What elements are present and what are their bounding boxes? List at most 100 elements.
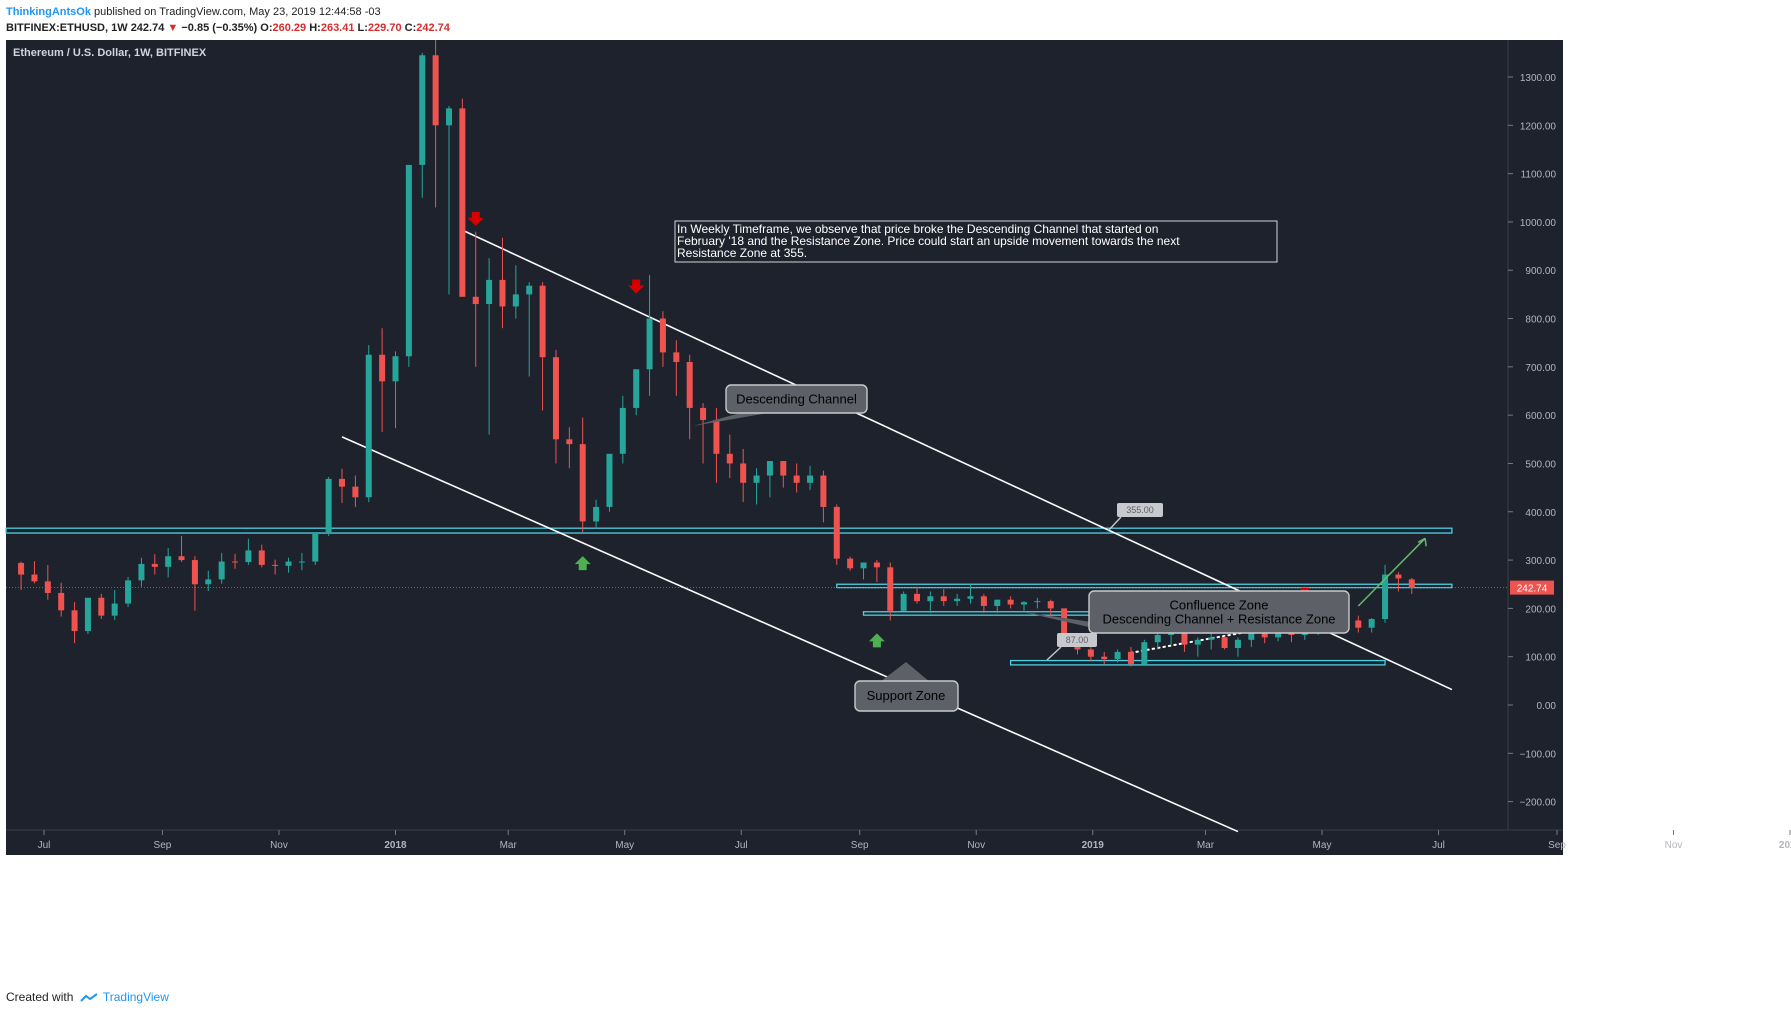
symbol-line: BITFINEX:ETHUSD, 1W 242.74 ▼ −0.85 (−0.3… bbox=[6, 22, 450, 34]
red-down-arrow-icon bbox=[467, 211, 484, 226]
candle-body bbox=[392, 356, 399, 382]
candle-body bbox=[165, 556, 172, 567]
candle-body bbox=[44, 581, 51, 593]
y-tick-label: 600.00 bbox=[1525, 411, 1556, 422]
y-tick-label: −100.00 bbox=[1520, 749, 1557, 760]
candle-body bbox=[914, 593, 921, 602]
candle-body bbox=[352, 486, 359, 498]
open-label: O: bbox=[260, 22, 273, 34]
candle-body bbox=[71, 610, 78, 632]
candle-body bbox=[486, 279, 493, 305]
candle-body bbox=[178, 556, 185, 561]
x-tick-label: Nov bbox=[1665, 840, 1683, 851]
target-price-tag-pointer bbox=[1107, 516, 1122, 532]
x-tick-label: Sep bbox=[154, 840, 172, 851]
candle-body bbox=[1181, 630, 1188, 645]
tradingview-link[interactable]: TradingView bbox=[102, 990, 169, 1004]
last-price: 242.74 bbox=[130, 22, 165, 34]
x-tick-label: Jul bbox=[38, 840, 51, 851]
tradingview-logo-icon bbox=[80, 993, 98, 1002]
price-change: −0.85 (−0.35%) bbox=[181, 22, 258, 34]
candle-body bbox=[298, 561, 305, 563]
candle-body bbox=[940, 596, 947, 602]
y-tick-label: 500.00 bbox=[1525, 459, 1556, 470]
candle-body bbox=[459, 108, 466, 297]
target-price-tag-text: 355.00 bbox=[1126, 505, 1154, 515]
y-tick-label: 400.00 bbox=[1525, 508, 1556, 519]
candle-body bbox=[312, 532, 319, 562]
candle-body bbox=[1127, 651, 1134, 664]
confluence-callout-text: Descending Channel + Resistance Zone bbox=[1102, 612, 1335, 627]
published-info: published on TradingView.com, May 23, 20… bbox=[94, 6, 381, 18]
candle-body bbox=[740, 463, 747, 483]
candle-body bbox=[1087, 649, 1094, 657]
high-value: 263.41 bbox=[320, 22, 355, 34]
last-price-badge bbox=[1510, 580, 1554, 595]
projection-arrow-line bbox=[1357, 537, 1426, 607]
candle-body bbox=[1074, 647, 1081, 650]
note-text-line: In Weekly Timeframe, we observe that pri… bbox=[677, 222, 1158, 236]
green-up-arrow-icon bbox=[574, 556, 591, 571]
candle-body bbox=[820, 475, 827, 507]
candle-body bbox=[245, 550, 252, 563]
candle-body bbox=[1007, 599, 1014, 605]
candle-body bbox=[967, 596, 974, 599]
candle-body bbox=[579, 444, 586, 522]
candle-body bbox=[659, 318, 666, 353]
x-tick-label: 2019 bbox=[1082, 840, 1105, 851]
candle-body bbox=[218, 561, 225, 580]
y-tick-label: 800.00 bbox=[1525, 315, 1556, 326]
y-tick-label: 1100.00 bbox=[1521, 170, 1557, 181]
y-tick-label: 1300.00 bbox=[1520, 73, 1557, 84]
green-up-arrow-icon bbox=[868, 633, 885, 648]
candle-body bbox=[1047, 601, 1054, 609]
candle-body bbox=[1141, 642, 1148, 664]
chart-title: Ethereum / U.S. Dollar, 1W, BITFINEX bbox=[13, 47, 207, 59]
candle-body bbox=[552, 357, 559, 440]
candle-body bbox=[1261, 633, 1268, 638]
candle-body bbox=[379, 354, 386, 382]
candle-body bbox=[954, 598, 961, 602]
candle-body bbox=[419, 55, 426, 165]
y-tick-label: 0.00 bbox=[1537, 701, 1557, 712]
candle-body bbox=[994, 599, 1001, 606]
x-tick-label: Mar bbox=[1197, 840, 1215, 851]
candle-body bbox=[686, 362, 693, 408]
y-tick-label: −200.00 bbox=[1520, 798, 1557, 809]
candle-body bbox=[339, 478, 346, 487]
candle-body bbox=[1368, 619, 1375, 628]
candle-body bbox=[873, 562, 880, 568]
candle-body bbox=[700, 407, 707, 420]
red-down-arrow-icon bbox=[628, 279, 645, 294]
projection-arrow-head-icon bbox=[1417, 537, 1427, 547]
support-price-tag-text: 87.00 bbox=[1066, 635, 1089, 645]
candle-body bbox=[18, 562, 25, 575]
candle-body bbox=[472, 296, 479, 305]
candle-body bbox=[847, 558, 854, 569]
candle-body bbox=[807, 475, 814, 483]
candle-body bbox=[1194, 639, 1201, 645]
note-box bbox=[674, 220, 1278, 263]
x-tick-label: 2020 bbox=[1779, 840, 1791, 851]
candle-body bbox=[31, 574, 38, 582]
created-with-label: Created with bbox=[6, 990, 74, 1004]
candle-body bbox=[1382, 574, 1389, 620]
low-value: 229.70 bbox=[367, 22, 402, 34]
x-tick-label: Jul bbox=[1432, 840, 1445, 851]
last-price-badge-text: 242.74 bbox=[1517, 584, 1548, 595]
candle-body bbox=[191, 560, 198, 585]
author-link[interactable]: ThinkingAntsOk bbox=[6, 6, 91, 18]
candle-body bbox=[512, 294, 519, 307]
y-tick-label: 100.00 bbox=[1525, 653, 1556, 664]
support-price-tag-box bbox=[1057, 633, 1097, 647]
x-tick-label: Nov bbox=[270, 840, 288, 851]
candle-body bbox=[151, 563, 158, 567]
candle-body bbox=[138, 563, 145, 581]
x-tick-label: May bbox=[1313, 840, 1332, 851]
descending-channel-callout-pointer bbox=[693, 413, 769, 426]
low-label: L: bbox=[357, 22, 368, 34]
y-tick-label: 700.00 bbox=[1525, 363, 1556, 374]
candle-body bbox=[432, 55, 439, 126]
chart-area[interactable]: Ethereum / U.S. Dollar, 1W, BITFINEX 1300… bbox=[0, 40, 1791, 985]
candle-body bbox=[445, 108, 452, 126]
